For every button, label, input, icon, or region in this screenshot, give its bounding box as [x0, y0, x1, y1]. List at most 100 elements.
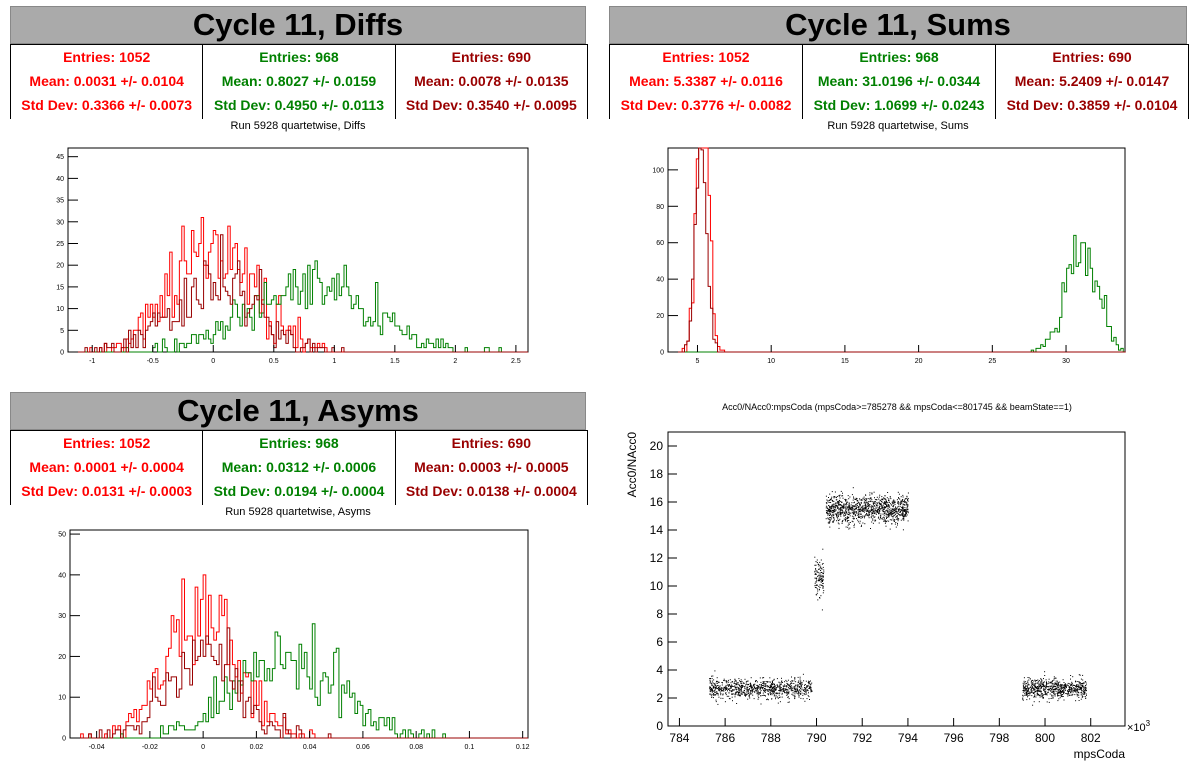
scatter-point: [1069, 695, 1071, 696]
scatter-point: [894, 514, 896, 516]
scatter-point: [799, 681, 801, 683]
scatter-point: [1083, 689, 1085, 691]
scatter-point: [1042, 685, 1044, 687]
scatter-point: [786, 688, 788, 690]
scatter-point: [729, 679, 731, 681]
scatter-point: [830, 498, 831, 500]
scatter-point: [768, 681, 770, 683]
scatter-point: [761, 684, 763, 686]
scatter-point: [775, 687, 777, 689]
scatter-point: [788, 686, 790, 688]
scatter-point: [749, 685, 751, 687]
scatter-point: [1076, 695, 1078, 697]
scatter-point: [749, 693, 751, 695]
y-tick-label: 6: [656, 635, 663, 649]
scatter-point: [1045, 687, 1047, 689]
scatter-point: [755, 680, 757, 682]
scatter-point: [907, 508, 909, 510]
scatter-point: [801, 687, 803, 689]
scatter-point: [1076, 684, 1078, 686]
scatter-point: [720, 694, 722, 696]
scatter-point: [871, 510, 873, 511]
scatter-point: [1038, 694, 1040, 696]
scatter-point: [1083, 691, 1085, 693]
scatter-point: [840, 512, 842, 514]
scatter-point: [799, 692, 801, 694]
scatter-point: [744, 694, 746, 696]
scatter-point: [794, 698, 796, 700]
scatter-point: [867, 510, 869, 512]
scatter-point: [858, 509, 860, 511]
x-tick-label: 792: [852, 731, 872, 745]
scatter-point: [711, 682, 713, 684]
scatter-point: [821, 579, 823, 581]
scatter-point: [907, 504, 909, 506]
scatter-point: [1084, 692, 1085, 694]
scatter-point: [846, 499, 848, 501]
scatter-point: [894, 520, 895, 522]
scatter-point: [822, 585, 824, 587]
scatter-point: [879, 508, 881, 510]
scatter-point: [1025, 681, 1027, 683]
scatter-point: [745, 695, 746, 697]
scatter-point: [906, 505, 908, 507]
scatter-point: [856, 518, 857, 520]
scatter-point: [717, 685, 719, 687]
scatter-point: [842, 509, 844, 511]
y-tick-label: 30: [58, 613, 66, 620]
scatter-point: [1065, 689, 1067, 691]
scatter-point: [794, 687, 796, 689]
scatter-point: [871, 509, 873, 510]
scatter-point: [866, 504, 868, 506]
scatter-point: [1067, 695, 1069, 697]
scatter-point: [769, 687, 770, 688]
scatter-point: [730, 687, 732, 689]
scatter-point: [853, 502, 855, 504]
scatter-point: [818, 578, 820, 580]
scatter-point: [816, 571, 818, 573]
scatter-point: [1041, 683, 1043, 685]
scatter-point: [724, 701, 726, 703]
scatter-point: [874, 512, 876, 514]
scatter-point: [783, 689, 785, 691]
scatter-point: [782, 690, 784, 692]
scatter-point: [1032, 684, 1034, 686]
scatter-point: [1037, 690, 1039, 692]
scatter-point: [907, 510, 909, 512]
scatter-point: [828, 509, 830, 511]
scatter-point: [1062, 696, 1064, 697]
scatter-point: [834, 506, 836, 508]
scatter-point: [732, 689, 734, 691]
scatter-point: [852, 505, 854, 507]
scatter-point: [882, 509, 884, 511]
scatter-point: [1067, 689, 1069, 691]
scatter-point: [718, 681, 720, 683]
scatter-point: [843, 518, 845, 520]
scatter-point: [821, 567, 823, 569]
scatter-point: [785, 685, 787, 687]
scatter-point: [1022, 682, 1024, 684]
scatter-title: Acc0/NAcc0:mpsCoda (mpsCoda>=785278 && m…: [722, 402, 1072, 412]
scatter-point: [905, 512, 907, 514]
scatter-point: [737, 687, 739, 688]
scatter-point: [1081, 692, 1082, 694]
scatter-point: [1051, 694, 1053, 696]
scatter-point: [733, 689, 735, 691]
scatter-point: [906, 512, 907, 514]
scatter-point: [832, 510, 834, 511]
scatter-point: [722, 693, 724, 695]
scatter-point: [783, 687, 784, 689]
scatter-point: [852, 510, 854, 512]
scatter-point: [804, 700, 806, 702]
scatter-point: [786, 692, 788, 694]
scatter-point: [865, 509, 867, 511]
scatter-point: [890, 498, 892, 500]
scatter-point: [1040, 691, 1042, 693]
scatter-point: [877, 510, 879, 512]
scatter-point: [853, 516, 855, 518]
scatter-point: [1080, 683, 1082, 685]
scatter-point: [891, 519, 893, 521]
scatter-point: [767, 681, 769, 683]
scatter-point: [712, 694, 714, 695]
scatter-point: [757, 686, 759, 688]
